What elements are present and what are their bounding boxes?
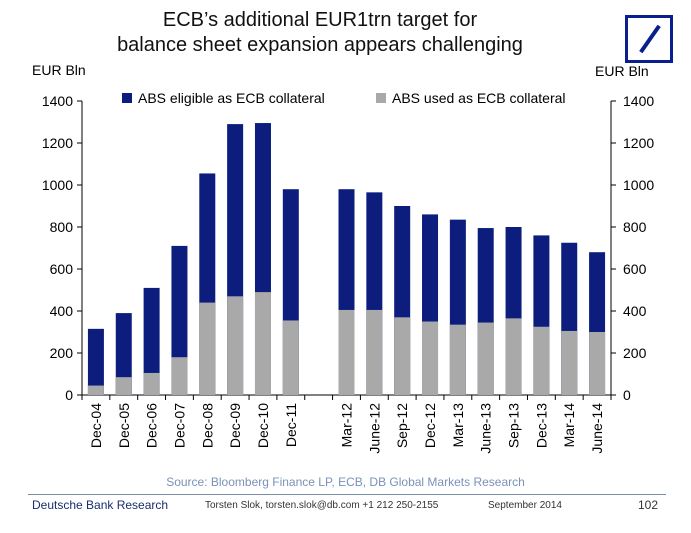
deutsche-bank-logo-icon — [625, 15, 673, 63]
left-axis-unit: EUR Bln — [32, 62, 86, 78]
legend-used-swatch — [376, 93, 386, 103]
legend-eligible-label: ABS eligible as ECB collateral — [138, 90, 325, 106]
bar-abs-used — [227, 296, 244, 395]
bar-abs-used — [199, 302, 216, 395]
y-tick-label-right: 200 — [623, 345, 647, 361]
legend-used-label: ABS used as ECB collateral — [392, 90, 566, 106]
x-tick-label: Dec-05 — [116, 403, 132, 448]
bar-abs-used — [254, 292, 271, 395]
footer-date: September 2014 — [488, 500, 562, 511]
x-tick-label: Mar-14 — [561, 403, 577, 448]
x-tick-label: Mar-12 — [339, 403, 355, 448]
x-tick-label: Dec-07 — [171, 403, 187, 448]
y-tick-label-right: 600 — [623, 261, 647, 277]
y-tick-label-right: 1000 — [623, 177, 654, 193]
y-tick-label-left: 200 — [50, 345, 74, 361]
legend-eligible-swatch — [122, 93, 132, 103]
y-tick-label-left: 1200 — [42, 135, 73, 151]
x-tick-label: Dec-13 — [533, 403, 549, 448]
bar-abs-used — [115, 377, 132, 395]
bar-abs-used — [143, 372, 160, 395]
y-tick-label-right: 800 — [623, 219, 647, 235]
x-tick-label: Mar-13 — [450, 403, 466, 448]
x-tick-label: Dec-10 — [255, 403, 271, 448]
chart-title-line-1: ECB’s additional EUR1trn target for — [162, 9, 478, 31]
right-axis-unit: EUR Bln — [595, 63, 649, 79]
bar-abs-used — [533, 326, 550, 395]
bar-abs-used — [338, 309, 355, 395]
y-tick-label-right: 1200 — [623, 135, 654, 151]
x-tick-label: Dec-12 — [422, 403, 438, 448]
bar-abs-used — [282, 320, 299, 395]
x-tick-label: Dec-09 — [227, 403, 243, 448]
y-tick-label-left: 0 — [65, 387, 73, 403]
bar-abs-eligible — [115, 313, 132, 395]
bar-abs-used — [561, 330, 578, 395]
x-tick-label: Dec-11 — [283, 403, 299, 447]
x-tick-label: June-12 — [366, 403, 382, 454]
x-tick-label: Sep-12 — [394, 403, 410, 448]
x-tick-label: Sep-13 — [506, 403, 522, 448]
x-tick-label: June-14 — [589, 403, 605, 454]
footer-organization: Deutsche Bank Research — [32, 498, 169, 512]
page-number: 102 — [638, 498, 659, 512]
x-tick-label: Dec-08 — [199, 403, 215, 448]
bar-abs-used — [505, 318, 522, 395]
bar-abs-used — [449, 324, 466, 395]
footer-divider — [28, 494, 666, 495]
bar-abs-used — [171, 357, 188, 395]
bar-abs-eligible — [143, 287, 160, 395]
footer-contact: Torsten Slok, torsten.slok@db.com +1 212… — [205, 500, 439, 511]
bar-abs-used — [422, 321, 439, 395]
y-tick-label-left: 1000 — [42, 177, 73, 193]
x-tick-label: June-13 — [478, 403, 494, 454]
y-tick-label-left: 800 — [50, 219, 74, 235]
bar-abs-used — [589, 332, 606, 395]
chart-title-line-2: balance sheet expansion appears challeng… — [117, 34, 523, 56]
bar-abs-used — [477, 322, 494, 395]
x-tick-label: Dec-06 — [144, 403, 160, 448]
x-tick-label: Dec-04 — [88, 403, 104, 448]
bar-abs-eligible — [87, 328, 104, 395]
y-tick-label-left: 400 — [50, 303, 74, 319]
y-tick-label-right: 400 — [623, 303, 647, 319]
source-note: Source: Bloomberg Finance LP, ECB, DB Gl… — [166, 475, 525, 489]
y-tick-label-left: 1400 — [42, 93, 73, 109]
y-tick-label-left: 600 — [50, 261, 74, 277]
bar-abs-used — [87, 385, 104, 395]
bar-abs-used — [394, 317, 411, 395]
bar-abs-used — [366, 309, 383, 395]
y-tick-label-right: 1400 — [623, 93, 654, 109]
y-tick-label-right: 0 — [623, 387, 631, 403]
chart-title: ECB’s additional EUR1trn target for bala… — [60, 8, 580, 58]
